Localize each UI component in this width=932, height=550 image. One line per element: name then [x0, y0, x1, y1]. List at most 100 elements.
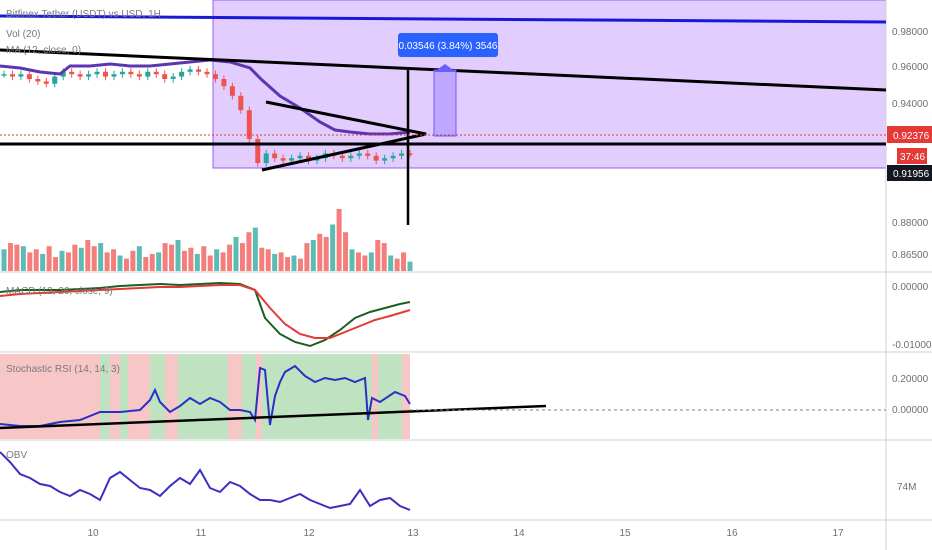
- candle[interactable]: [1, 74, 7, 76]
- candle[interactable]: [136, 74, 142, 77]
- candle[interactable]: [43, 81, 49, 84]
- candle[interactable]: [77, 74, 83, 77]
- volume-bar: [156, 252, 162, 271]
- time-tick: 10: [87, 528, 99, 539]
- price-tick: 0.96000: [892, 62, 929, 73]
- candle[interactable]: [373, 155, 379, 161]
- candle[interactable]: [382, 158, 388, 161]
- candle[interactable]: [196, 69, 202, 72]
- horizontal-ray-top[interactable]: [0, 14, 887, 24]
- candle[interactable]: [356, 153, 362, 156]
- candle[interactable]: [162, 74, 168, 79]
- candle[interactable]: [179, 71, 185, 77]
- candle[interactable]: [238, 95, 244, 111]
- ma-legend[interactable]: MA (12, close, 0): [6, 45, 81, 56]
- price-axis[interactable]: 0.98000 0.96000 0.94000 0.88000 0.86500 …: [887, 27, 932, 261]
- price-tick: 0.86500: [892, 250, 929, 261]
- candle[interactable]: [390, 155, 396, 159]
- volume-bar: [91, 246, 97, 271]
- volume-bar: [46, 246, 52, 271]
- candle[interactable]: [52, 76, 58, 84]
- volume-bar: [227, 244, 233, 271]
- oscillator-bear-zone: [110, 354, 120, 439]
- volume-bar: [362, 255, 368, 271]
- candle[interactable]: [69, 71, 75, 75]
- candle[interactable]: [229, 86, 235, 96]
- obv-legend[interactable]: OBV: [6, 450, 27, 461]
- volume-bar: [355, 252, 361, 271]
- candle[interactable]: [399, 153, 405, 156]
- candle[interactable]: [297, 155, 303, 159]
- oscillator-bear-zone: [128, 354, 150, 439]
- candle[interactable]: [339, 155, 345, 159]
- candle[interactable]: [94, 71, 100, 75]
- volume-legend[interactable]: Vol (20): [6, 29, 40, 40]
- volume-bar: [117, 255, 123, 271]
- candle[interactable]: [128, 71, 134, 75]
- candle[interactable]: [35, 79, 41, 82]
- volume-bar: [246, 232, 252, 271]
- volume-bar: [85, 240, 91, 271]
- volume-bar: [130, 250, 136, 271]
- candle[interactable]: [365, 153, 371, 156]
- candle[interactable]: [111, 74, 117, 77]
- volume-bar: [239, 243, 245, 271]
- target-arrow-box[interactable]: [433, 69, 457, 137]
- candle[interactable]: [221, 79, 227, 87]
- symbol-title[interactable]: Bitfinex Tether (USDT) vs USD, 1H: [6, 9, 161, 20]
- oscillator-bull-zone: [242, 354, 256, 439]
- oscillator-bull-zone: [100, 354, 110, 439]
- measure-tooltip-box: [398, 33, 498, 57]
- candle[interactable]: [9, 74, 15, 77]
- volume-bar: [214, 249, 220, 271]
- volume-bar: [285, 257, 291, 271]
- candle[interactable]: [170, 76, 176, 79]
- crosshair-price-badge: [887, 165, 932, 181]
- candle[interactable]: [187, 69, 193, 72]
- volume-bar: [349, 249, 355, 271]
- candle[interactable]: [86, 74, 92, 77]
- volume-bar: [72, 244, 78, 271]
- volume-bar: [272, 253, 278, 271]
- candle[interactable]: [103, 71, 108, 77]
- candle[interactable]: [204, 71, 210, 75]
- time-tick: 16: [726, 528, 738, 539]
- volume-bar: [149, 253, 155, 271]
- volume-bar: [188, 247, 194, 271]
- time-axis[interactable]: 10 11 12 13 14 15 16 17: [87, 528, 844, 539]
- volume-bar: [207, 255, 213, 271]
- oscillator-legend[interactable]: Stochastic RSI (14, 14, 3): [6, 364, 120, 375]
- oscillator-line: [0, 364, 411, 427]
- current-price-label: 0.92376: [893, 131, 930, 142]
- candle[interactable]: [289, 158, 295, 161]
- candle[interactable]: [18, 74, 24, 77]
- volume-bar: [310, 240, 316, 271]
- measure-tooltip-text: 0.03546 (3.84%) 3546: [399, 41, 498, 52]
- candle[interactable]: [246, 110, 252, 139]
- time-tick: 15: [619, 528, 631, 539]
- macd-legend[interactable]: MACD (12, 26, close, 9): [6, 286, 113, 297]
- oscillator-tick: 0.20000: [892, 374, 929, 385]
- price-tick: 0.94000: [892, 99, 929, 110]
- candle[interactable]: [407, 153, 413, 155]
- candle[interactable]: [272, 153, 278, 159]
- candle[interactable]: [60, 71, 66, 77]
- candle[interactable]: [280, 158, 286, 161]
- candle[interactable]: [255, 139, 261, 163]
- candle[interactable]: [119, 71, 125, 75]
- volume-bar: [40, 253, 46, 271]
- candle[interactable]: [153, 71, 159, 75]
- candle[interactable]: [306, 155, 311, 161]
- candle[interactable]: [145, 71, 151, 77]
- candle[interactable]: [263, 153, 269, 163]
- volume-bar: [291, 255, 297, 271]
- time-tick: 17: [832, 528, 844, 539]
- candle[interactable]: [212, 74, 218, 79]
- time-tick: 12: [303, 528, 315, 539]
- candle[interactable]: [348, 155, 354, 159]
- triangle-pattern[interactable]: [261, 100, 427, 172]
- volume-bar: [175, 240, 181, 271]
- oscillator-bull-zone: [262, 354, 372, 439]
- candle[interactable]: [26, 74, 32, 79]
